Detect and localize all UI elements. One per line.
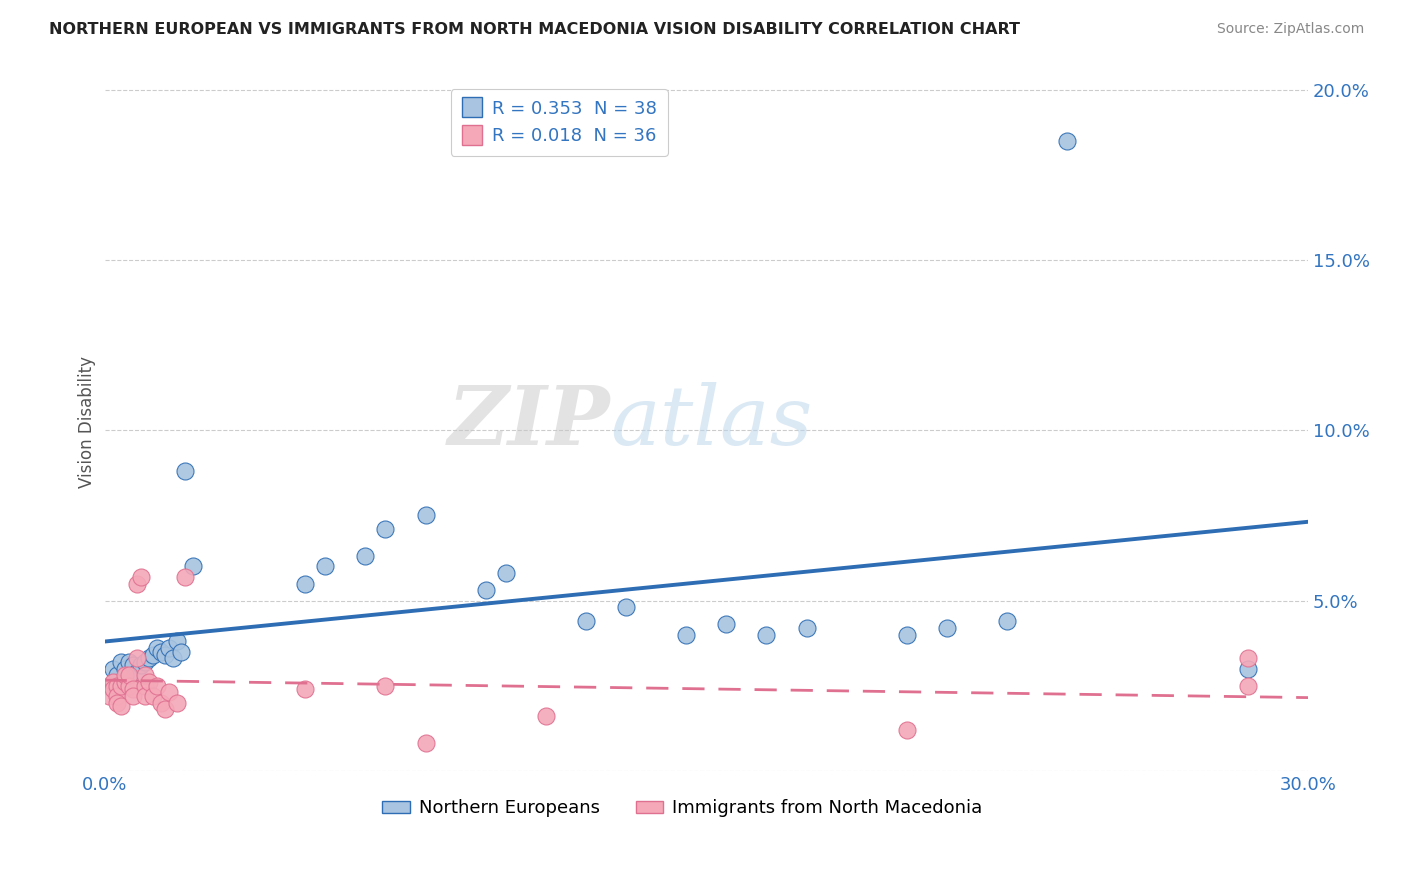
Point	[1237, 651, 1260, 665]
Point	[134, 655, 156, 669]
Point	[97, 679, 120, 693]
Point	[118, 655, 141, 669]
Text: NORTHERN EUROPEAN VS IMMIGRANTS FROM NORTH MACEDONIA VISION DISABILITY CORRELATI: NORTHERN EUROPEAN VS IMMIGRANTS FROM NOR…	[49, 22, 1021, 37]
Point	[129, 658, 152, 673]
Legend: Northern Europeans, Immigrants from North Macedonia: Northern Europeans, Immigrants from Nort…	[375, 792, 990, 824]
Point	[1237, 679, 1260, 693]
Point	[97, 689, 120, 703]
Point	[110, 655, 132, 669]
Point	[181, 559, 204, 574]
Point	[142, 689, 165, 703]
Point	[153, 702, 176, 716]
Point	[121, 681, 143, 696]
Point	[995, 614, 1018, 628]
Point	[716, 617, 738, 632]
Point	[149, 696, 172, 710]
Point	[936, 621, 959, 635]
Point	[121, 658, 143, 673]
Point	[166, 634, 188, 648]
Point	[125, 651, 148, 665]
Point	[105, 696, 128, 710]
Point	[129, 570, 152, 584]
Point	[101, 662, 124, 676]
Point	[134, 668, 156, 682]
Point	[105, 668, 128, 682]
Point	[1237, 662, 1260, 676]
Point	[157, 685, 180, 699]
Point	[173, 570, 195, 584]
Point	[374, 522, 396, 536]
Point	[575, 614, 598, 628]
Point	[118, 679, 141, 693]
Point	[114, 662, 136, 676]
Text: Source: ZipAtlas.com: Source: ZipAtlas.com	[1216, 22, 1364, 37]
Point	[153, 648, 176, 662]
Point	[495, 566, 517, 581]
Point	[675, 627, 697, 641]
Point	[374, 679, 396, 693]
Point	[157, 641, 180, 656]
Point	[110, 699, 132, 714]
Point	[755, 627, 778, 641]
Text: atlas: atlas	[610, 382, 813, 462]
Point	[114, 675, 136, 690]
Point	[354, 549, 377, 564]
Point	[105, 679, 128, 693]
Point	[125, 665, 148, 679]
Point	[134, 679, 156, 693]
Point	[415, 736, 437, 750]
Point	[145, 679, 167, 693]
Point	[101, 681, 124, 696]
Y-axis label: Vision Disability: Vision Disability	[79, 356, 96, 488]
Point	[118, 668, 141, 682]
Point	[796, 621, 818, 635]
Point	[896, 627, 918, 641]
Point	[105, 689, 128, 703]
Point	[173, 464, 195, 478]
Point	[896, 723, 918, 737]
Point	[145, 641, 167, 656]
Point	[101, 675, 124, 690]
Point	[166, 696, 188, 710]
Point	[149, 644, 172, 658]
Point	[474, 583, 496, 598]
Point	[294, 681, 316, 696]
Point	[114, 668, 136, 682]
Point	[162, 651, 184, 665]
Point	[1056, 134, 1078, 148]
Point	[138, 651, 160, 665]
Point	[415, 508, 437, 523]
Point	[110, 679, 132, 693]
Point	[138, 675, 160, 690]
Point	[534, 709, 557, 723]
Point	[121, 689, 143, 703]
Point	[614, 600, 637, 615]
Point	[294, 576, 316, 591]
Text: ZIP: ZIP	[447, 382, 610, 462]
Point	[142, 648, 165, 662]
Point	[125, 576, 148, 591]
Point	[314, 559, 336, 574]
Point	[134, 689, 156, 703]
Point	[170, 644, 193, 658]
